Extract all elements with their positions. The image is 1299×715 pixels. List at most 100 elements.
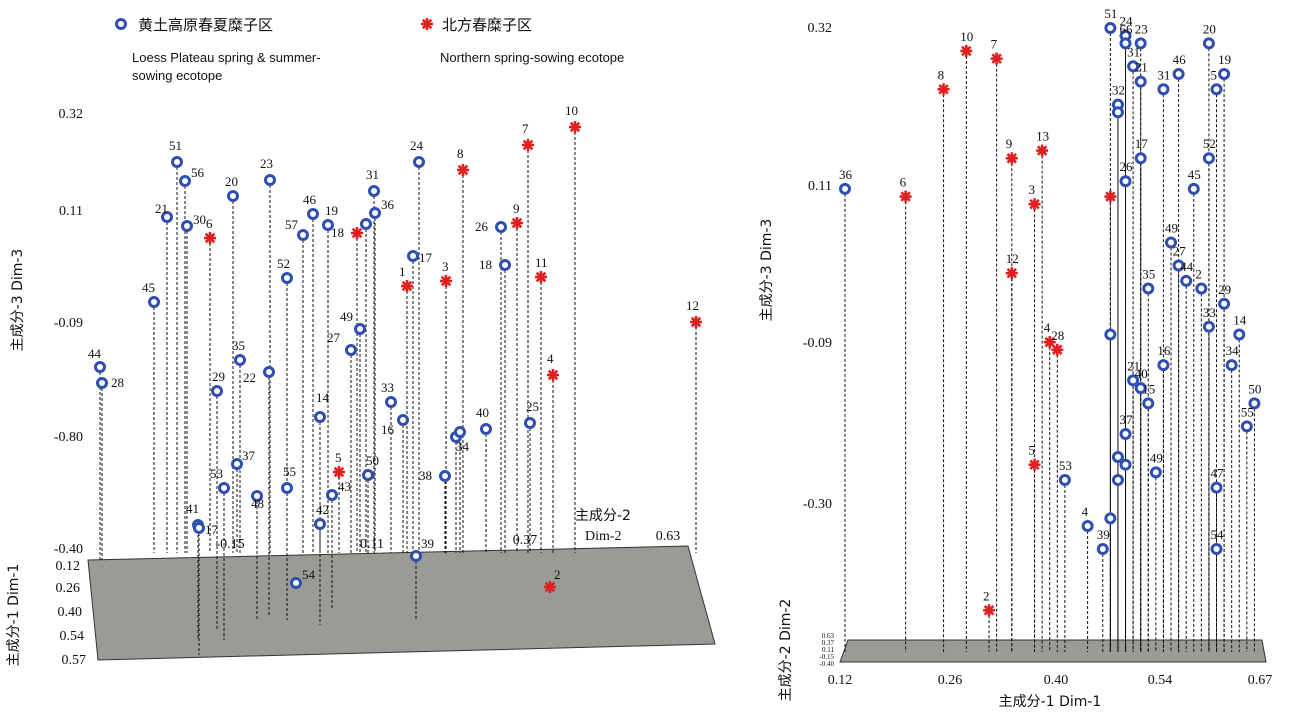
left-point-star [509,215,525,231]
right-point-ring [1202,37,1215,50]
right-point-ring [1104,22,1117,34]
right-point-ring [1210,481,1223,494]
right-dim1-tick-2: 0.40 [1044,673,1069,688]
right-point-label: 49 [1150,450,1163,465]
left-point-ring [397,414,409,426]
left-point-label: 6 [206,216,213,231]
left-point-ring [495,221,507,233]
right-point-label: 16 [1157,343,1171,358]
left-dim1-tick-4: 0.57 [62,653,87,668]
left-point-label: 43 [338,479,351,494]
right-point-label: 46 [1173,52,1187,67]
left-point-ring [326,489,338,501]
right-dim1-tick-3: 0.54 [1148,673,1173,688]
left-point-ring [227,190,239,202]
left-point-label: 19 [325,203,338,218]
right-point-label: 35 [1142,266,1155,281]
legend-b-label-zh: 北方春糜子区 [442,16,532,34]
right-point-ring [1134,152,1147,165]
left-point-star [202,230,218,246]
right-point-label: 15 [1142,381,1155,396]
right-point-label: 54 [1211,527,1225,542]
right-point-label: 24 [1120,14,1134,29]
right-dim3-axis-label: 主成分-3 Dim-3 [759,219,775,322]
left-point-star [533,269,549,285]
left-point-label: 33 [381,380,394,395]
right-point-label: 36 [839,167,853,182]
left-point-ring [171,156,183,168]
left-point-star [688,314,704,330]
left-dim1-tick-2: 0.40 [58,605,83,620]
right-point-label: 29 [1218,282,1231,297]
right-point-ring [1218,297,1231,310]
left-dim2-tick-1: 0.11 [360,537,384,552]
right-point-label: 20 [1203,21,1216,36]
right-point-ring [839,182,851,195]
left-point-ring [307,208,319,220]
left-point-label: 18 [331,225,344,240]
left-point-label: 57 [285,217,299,232]
left-point-label: 37 [242,448,256,463]
right-point-ring [1172,67,1185,80]
left-3d-scatter: 4428452151563041172029355337482322525557… [6,103,716,668]
right-point-label: 10 [960,29,973,44]
right-point-label: 14 [1233,312,1247,327]
right-point-label: 27 [1173,244,1187,259]
right-point-star [936,81,951,97]
right-point-ring [1134,75,1147,88]
left-point-label: 10 [565,103,578,118]
legend-a-label-en-1: Loess Plateau spring & summer- [132,50,321,65]
left-point-ring [360,218,372,230]
left-point-label: 3 [442,259,449,274]
right-point-ring [1225,359,1238,372]
left-point-label: 28 [111,375,124,390]
left-point-ring [385,396,397,408]
right-dim1-axis-label: 主成分-1 Dim-1 [999,694,1102,710]
right-point-ring [1180,274,1193,287]
left-point-label: 20 [225,174,238,189]
right-dim1-tick-0: 0.12 [828,673,853,688]
left-point-ring [281,482,293,494]
left-point-ring [263,366,275,378]
right-point-star [959,43,974,59]
left-point-label: 39 [421,536,434,551]
left-point-label: 27 [327,330,341,345]
left-point-label: 55 [283,464,296,479]
left-point-star [349,225,365,241]
right-point-star [898,189,913,204]
right-point-ring [1210,83,1223,96]
right-point-label: 55 [1241,404,1254,419]
left-point-label: 42 [316,502,329,517]
right-point-label: 21 [1135,60,1148,75]
left-point-label: 50 [366,453,379,468]
left-point-label: 21 [155,201,168,216]
left-point-label: 16 [381,422,395,437]
left-point-label: 18 [479,257,492,272]
right-point-ring [1119,458,1132,471]
left-point-ring [499,259,511,271]
right-point-label: 4 [1044,320,1051,335]
left-point-label: 4 [547,351,554,366]
right-point-star [1103,189,1118,204]
left-dim3-tick-1: 0.11 [59,204,83,219]
right-point-ring [1096,542,1109,555]
left-point-label: 36 [381,197,395,212]
right-point-label: 7 [991,37,998,52]
left-point-label: 22 [243,370,256,385]
right-dim2-tick-2: 0.11 [822,646,834,654]
left-point-ring [281,272,293,284]
right-point-ring [1149,466,1162,479]
right-point-label: 53 [1059,458,1072,473]
left-point-label: 23 [260,156,273,171]
left-point-ring [413,156,425,168]
right-point-label: 2 [983,588,990,603]
legend-ring-circle-icon [115,18,127,30]
right-point-label: 45 [1188,167,1201,182]
right-point-ring [1119,175,1132,188]
left-point-ring [362,469,374,481]
right-dim2-tick-1: 0.37 [822,639,835,647]
left-point-label: 46 [303,192,317,207]
right-point-label: 39 [1097,527,1110,542]
left-point-ring [297,229,309,241]
left-point-label: 2 [554,567,561,582]
